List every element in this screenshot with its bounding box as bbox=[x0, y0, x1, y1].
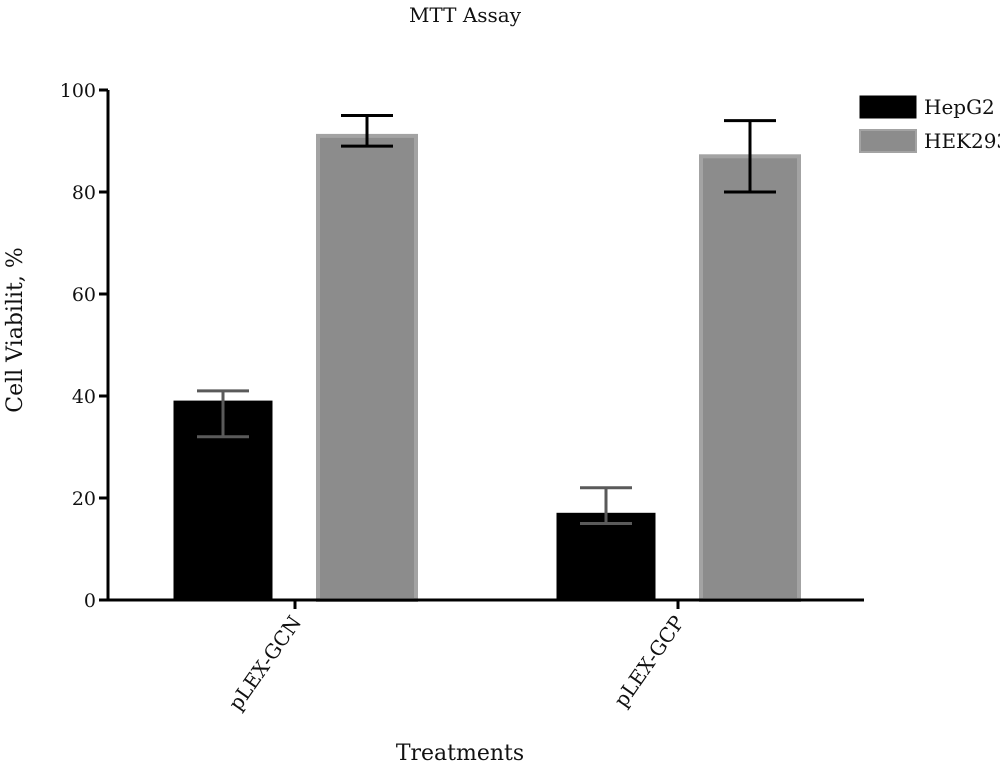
y-tick-label: 60 bbox=[72, 284, 96, 306]
x-axis-title: Treatments bbox=[396, 741, 524, 766]
error-bar-hek293t-plex-gcp bbox=[724, 119, 776, 194]
y-tick-label: 40 bbox=[72, 386, 96, 408]
chart-title: MTT Assay bbox=[409, 3, 522, 27]
error-bar-hek293t-plex-gcn bbox=[341, 114, 393, 148]
legend-label-hek293t: HEK293T bbox=[924, 129, 1000, 153]
legend-swatch-hek293t bbox=[859, 129, 917, 153]
y-tick-label: 20 bbox=[72, 488, 96, 510]
legend: HepG2 HEK293T bbox=[859, 95, 1000, 153]
bar-hepg2-plex-gcp bbox=[556, 512, 656, 601]
plot-area: 0 20 40 60 80 100 pLEX-GCN pLEX-GCP bbox=[60, 80, 864, 715]
y-tick-label: 100 bbox=[60, 80, 96, 102]
y-tick-label: 0 bbox=[84, 590, 96, 612]
legend-swatch-hepg2 bbox=[859, 95, 917, 119]
legend-label-hepg2: HepG2 bbox=[924, 95, 995, 119]
error-bar-hepg2-plex-gcp bbox=[580, 486, 632, 525]
y-tick-label: 80 bbox=[72, 182, 96, 204]
error-bar-hepg2-plex-gcn bbox=[197, 389, 249, 439]
x-tick-label: pLEX-GCP bbox=[609, 611, 689, 711]
y-axis-title: Cell Viabilit, % bbox=[3, 247, 28, 413]
x-tick-label: pLEX-GCN bbox=[223, 611, 306, 715]
bar-hek293t-plex-gcn bbox=[316, 133, 418, 602]
bar-hek293t-plex-gcp bbox=[699, 154, 801, 603]
